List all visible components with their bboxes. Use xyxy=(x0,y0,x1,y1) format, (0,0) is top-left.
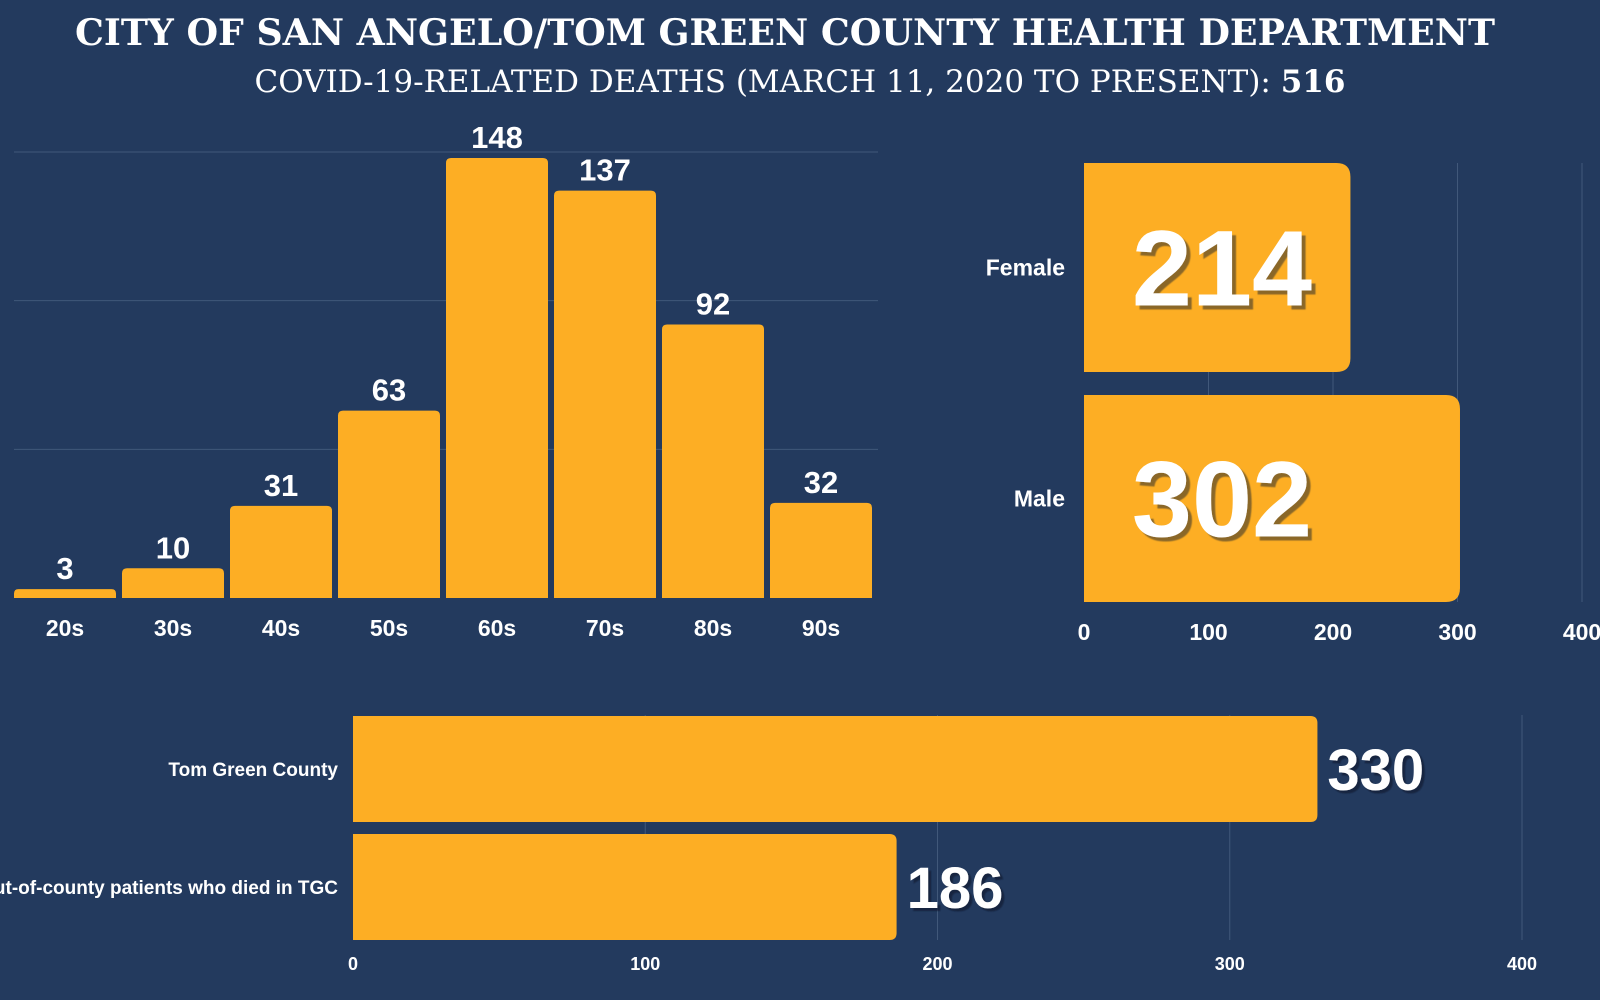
x-tick-label: 300 xyxy=(1215,954,1245,974)
bar xyxy=(446,157,548,599)
category-label: Female xyxy=(986,255,1065,281)
x-tick-label: 70s xyxy=(586,615,624,641)
data-label: 148 xyxy=(471,120,523,155)
data-label: 32 xyxy=(804,465,838,500)
bar xyxy=(353,834,897,940)
data-label: 186 xyxy=(907,856,1004,921)
data-label: 3 xyxy=(56,551,73,586)
x-tick-label: 20s xyxy=(46,615,84,641)
data-label: 31 xyxy=(264,468,298,503)
data-label: 330 xyxy=(1327,738,1424,803)
x-tick-label: 200 xyxy=(922,954,952,974)
bar xyxy=(122,568,224,598)
sex-chart: 0 100 200 300 400 214 Female 302 Male xyxy=(986,163,1600,645)
category-label: Tom Green County xyxy=(168,760,338,781)
x-tick-label: 300 xyxy=(1438,619,1476,645)
x-tick-label: 200 xyxy=(1314,619,1352,645)
x-tick-label: 0 xyxy=(1078,619,1091,645)
bar xyxy=(1084,395,1460,602)
x-tick-label: 60s xyxy=(478,615,516,641)
bar xyxy=(230,505,332,598)
data-label: 137 xyxy=(579,153,631,188)
bar xyxy=(1084,163,1351,372)
subtitle-total: 516 xyxy=(1281,64,1346,100)
page-title: CITY OF SAN ANGELO/TOM GREEN COUNTY HEAL… xyxy=(75,12,1495,54)
x-tick-label: 100 xyxy=(630,954,660,974)
bar xyxy=(662,324,764,598)
bar xyxy=(14,589,116,598)
x-tick-label: 400 xyxy=(1507,954,1537,974)
category-label: Male xyxy=(1014,486,1065,512)
x-tick-label: 80s xyxy=(694,615,732,641)
data-label: 63 xyxy=(372,373,406,408)
x-tick-label: 100 xyxy=(1189,619,1227,645)
age-chart: 3 20s 10 30s 31 40s 63 50s 148 60s 137 70s 92 80s 32 90… xyxy=(14,120,878,641)
x-tick-label: 30s xyxy=(154,615,192,641)
x-tick-label: 90s xyxy=(802,615,840,641)
category-label: Out-of-county patients who died in TGC xyxy=(0,878,338,899)
bar xyxy=(554,190,656,599)
x-tick-label: 400 xyxy=(1563,619,1600,645)
data-label: 92 xyxy=(696,286,730,321)
data-label: 214 xyxy=(1132,208,1312,329)
data-label: 10 xyxy=(156,530,190,565)
data-label: 302 xyxy=(1132,439,1312,560)
bar xyxy=(770,502,872,598)
bar xyxy=(338,410,440,598)
x-tick-label: 40s xyxy=(262,615,300,641)
x-tick-label: 50s xyxy=(370,615,408,641)
x-tick-label: 0 xyxy=(348,954,358,974)
subtitle-text: COVID-19-RELATED DEATHS (MARCH 11, 2020 … xyxy=(255,64,1281,100)
page-subtitle: COVID-19-RELATED DEATHS (MARCH 11, 2020 … xyxy=(255,64,1346,100)
residence-chart: 0 100 200 300 400 330 Tom Green County 186 Out-o… xyxy=(0,715,1537,974)
bar xyxy=(353,716,1318,822)
